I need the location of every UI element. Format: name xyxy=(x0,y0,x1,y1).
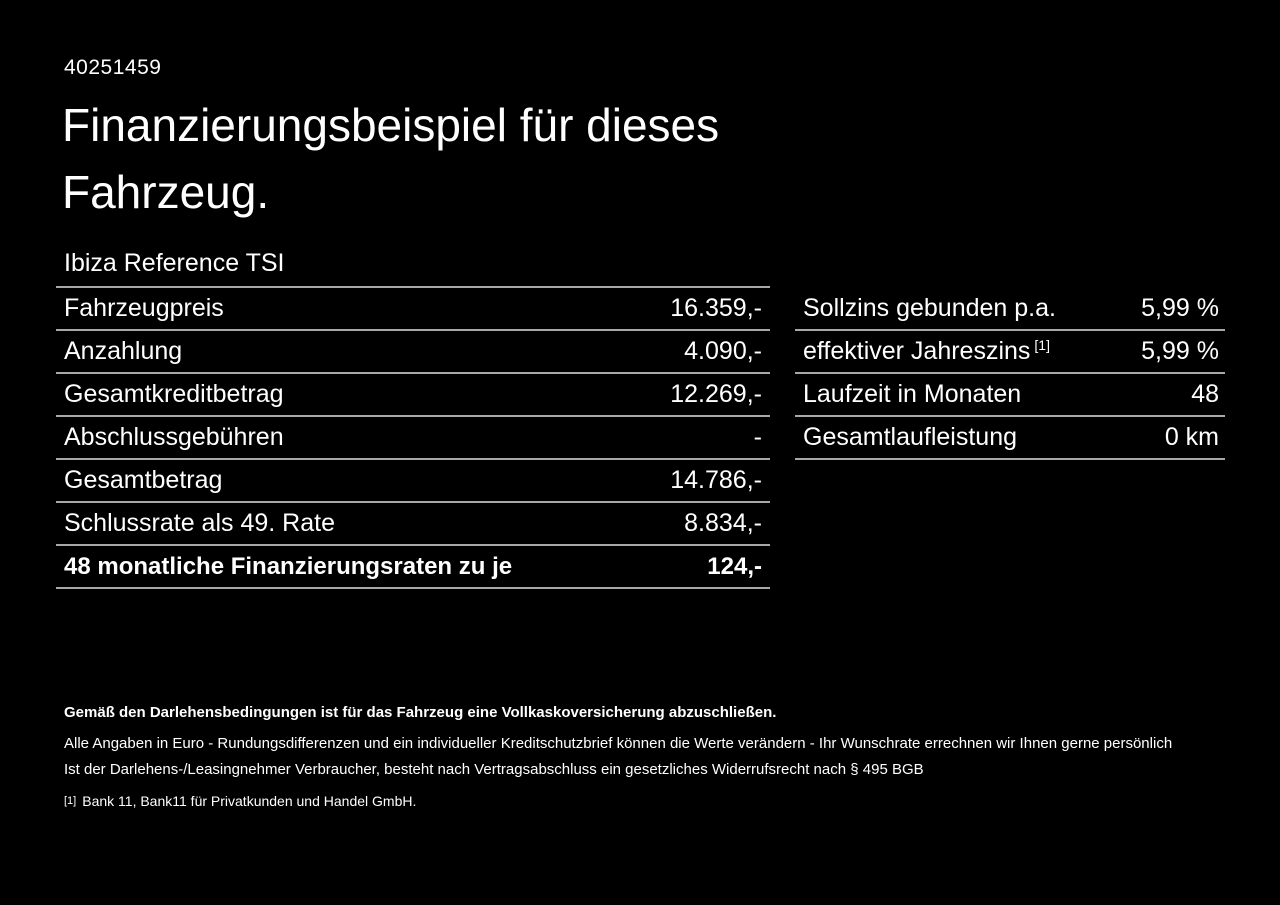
page-title: Finanzierungsbeispiel für dieses Fahrzeug… xyxy=(62,92,719,226)
bank-reference-text: Bank 11, Bank11 für Privatkunden und Han… xyxy=(82,793,417,809)
row-value: 5,99 % xyxy=(1141,294,1219,322)
legal-footnotes: Gemäß den Darlehensbedingungen ist für d… xyxy=(64,703,1214,811)
row-label-text: Laufzeit in Monaten xyxy=(803,380,1022,408)
footnote-marker: [1] xyxy=(1034,336,1050,353)
row-label: Fahrzeugpreis xyxy=(64,294,224,322)
row-label: 48 monatliche Finanzierungsraten zu je xyxy=(64,552,513,580)
table-row-monthly-rate: 48 monatliche Finanzierungsraten zu je 1… xyxy=(56,546,770,589)
table-row: Schlussrate als 49. Rate 8.834,- xyxy=(56,503,770,546)
row-label: Gesamtkreditbetrag xyxy=(64,380,284,408)
row-value: 5,99 % xyxy=(1141,337,1219,365)
row-label: Gesamtlaufleistung xyxy=(803,423,1021,452)
table-row: Gesamtlaufleistung 0 km xyxy=(795,417,1225,460)
table-row: Gesamtbetrag 14.786,- xyxy=(56,460,770,503)
row-value: 4.090,- xyxy=(684,337,762,365)
row-value: 124,- xyxy=(707,552,762,580)
table-row: Laufzeit in Monaten 48 xyxy=(795,374,1225,417)
table-row: Gesamtkreditbetrag 12.269,- xyxy=(56,374,770,417)
conditions-table: Sollzins gebunden p.a. 5,99 % effektiver… xyxy=(795,288,1225,460)
row-value: 48 xyxy=(1191,380,1219,408)
row-value: 14.786,- xyxy=(670,466,762,494)
row-label-text: effektiver Jahreszins xyxy=(803,337,1031,365)
row-value: - xyxy=(753,423,762,451)
row-label: Sollzins gebunden p.a. xyxy=(803,294,1060,323)
table-row: effektiver Jahreszins [1] 5,99 % xyxy=(795,331,1225,374)
table-row: Fahrzeugpreis 16.359,- xyxy=(56,288,770,331)
table-row: Sollzins gebunden p.a. 5,99 % xyxy=(795,288,1225,331)
row-label: effektiver Jahreszins [1] xyxy=(803,337,1050,366)
row-label-text: Sollzins gebunden p.a. xyxy=(803,294,1056,322)
row-label: Anzahlung xyxy=(64,337,183,365)
vehicle-model-name: Ibiza Reference TSI xyxy=(64,249,285,277)
row-label: Gesamtbetrag xyxy=(64,466,223,494)
row-value: 12.269,- xyxy=(670,380,762,408)
row-value: 8.834,- xyxy=(684,509,762,537)
row-label: Schlussrate als 49. Rate xyxy=(64,509,335,537)
footnote-marker: [1] xyxy=(64,795,77,807)
row-value: 0 km xyxy=(1164,423,1219,451)
finance-table: Fahrzeugpreis 16.359,- Anzahlung 4.090,-… xyxy=(56,286,770,589)
bank-reference: [1] Bank 11, Bank11 für Privatkunden und … xyxy=(64,791,1214,811)
table-row: Abschlussgebühren - xyxy=(56,417,770,460)
row-label: Abschlussgebühren xyxy=(64,423,284,451)
row-value: 16.359,- xyxy=(670,294,762,322)
insurance-note: Gemäß den Darlehensbedingungen ist für d… xyxy=(64,704,777,721)
page-title-line2: Fahrzeug. xyxy=(62,166,270,218)
disclaimer-line-1: Alle Angaben in Euro - Rundungsdifferenz… xyxy=(64,735,1173,752)
disclaimer-line-2: Ist der Darlehens-/Leasingnehmer Verbrau… xyxy=(64,761,924,778)
vehicle-offer-id: 40251459 xyxy=(64,56,162,79)
page-title-line1: Finanzierungsbeispiel für dieses xyxy=(62,99,720,151)
row-label-text: Gesamtlaufleistung xyxy=(803,423,1018,451)
table-row: Anzahlung 4.090,- xyxy=(56,331,770,374)
row-label: Laufzeit in Monaten xyxy=(803,380,1025,409)
